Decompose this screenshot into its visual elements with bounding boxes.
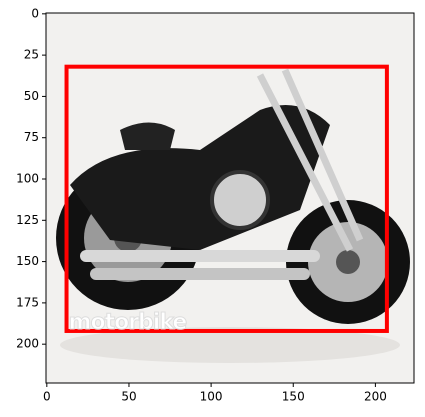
- x-tick-label: 50: [121, 390, 136, 404]
- shadow: [60, 327, 400, 363]
- engine: [210, 170, 270, 230]
- seat: [120, 122, 175, 150]
- y-tick-label: 175: [16, 295, 39, 309]
- fork: [256, 68, 364, 252]
- x-tick-label: 200: [364, 390, 387, 404]
- bounding-box: [64, 64, 389, 333]
- x-tick-label: 100: [200, 390, 223, 404]
- axes-frame: [45, 12, 415, 384]
- y-tick-label: 25: [24, 48, 39, 62]
- x-tick-label: 150: [282, 390, 305, 404]
- front-hub: [336, 250, 360, 274]
- y-tick-label: 50: [24, 89, 39, 103]
- x-tick-label: 0: [43, 390, 51, 404]
- y-tick-label: 0: [31, 6, 39, 20]
- detection-label: motorbike: [69, 310, 187, 335]
- exhaust-lower: [90, 268, 310, 280]
- y-tick-label: 100: [16, 172, 39, 186]
- y-tick-label: 125: [16, 213, 39, 227]
- y-tick-label: 150: [16, 254, 39, 268]
- y-tick-label: 75: [24, 130, 39, 144]
- exhaust-upper: [80, 250, 320, 262]
- photo: [46, 13, 414, 383]
- y-tick-label: 200: [16, 337, 39, 351]
